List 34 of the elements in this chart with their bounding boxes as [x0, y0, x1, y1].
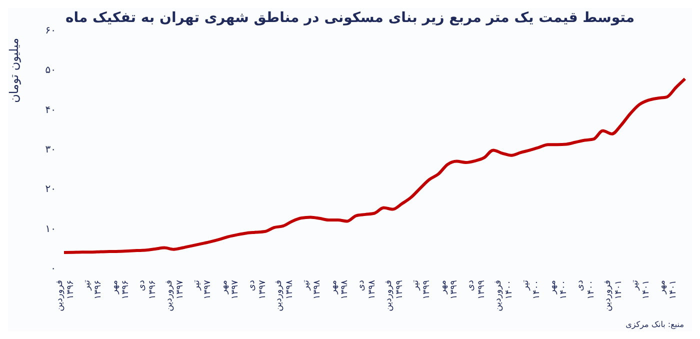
- x-tick-label: مهر ۱۳۹۸: [328, 280, 350, 300]
- y-axis-title: میلیون تومان: [7, 38, 21, 103]
- x-tick-label: مهر ۱۳۹۶: [110, 280, 131, 300]
- x-tick-label: فروردین ۱۳۹۹: [384, 280, 405, 312]
- x-tick-label: دی ۱۳۹۸: [356, 280, 378, 300]
- x-tick-label: فروردین ۱۳۹۸: [274, 280, 296, 312]
- x-tick-label: دی ۱۳۹۶: [137, 280, 158, 300]
- x-tick-label: مهر ۱۴۰۱: [658, 280, 679, 300]
- x-tick-label: فروردین ۱۳۹۷: [164, 280, 186, 312]
- x-tick-label: تیر ۱۳۹۸: [302, 280, 323, 300]
- y-tick-label: ۰: [50, 264, 56, 275]
- x-tick-label: تیر ۱۳۹۶: [82, 280, 104, 300]
- x-tick-label: فروردین ۱۴۰۰: [493, 280, 514, 312]
- x-tick-label: تیر ۱۴۰۰: [520, 280, 542, 300]
- y-tick-label: ۶۰: [45, 26, 56, 37]
- x-tick-label: مهر ۱۳۹۹: [438, 280, 460, 300]
- x-tick-label: مهر ۱۴۰۰: [548, 280, 570, 300]
- x-tick-label: فروردین ۱۴۰۱: [602, 280, 624, 312]
- y-tick-label: ۵۰: [45, 65, 56, 76]
- line-series: [62, 77, 686, 254]
- x-tick-label: دی ۱۴۰۰: [576, 280, 597, 300]
- y-tick-label: ۱۰: [45, 224, 56, 235]
- x-tick-label: دی ۱۳۹۷: [246, 280, 268, 300]
- y-tick-label: ۴۰: [45, 104, 56, 116]
- x-tick-label: مهر ۱۳۹۷: [219, 280, 240, 300]
- y-tick-label: ۳۰: [45, 144, 56, 156]
- y-tick-label: ۲۰: [45, 184, 56, 196]
- x-tick-label: تیر ۱۳۹۹: [411, 280, 432, 300]
- chart-title: متوسط قیمت یک متر مربع زیر بنای مسکونی در مناطق شهری تهران به تفکیک ماه: [64, 10, 636, 26]
- x-tick-label: تیر ۱۳۹۷: [192, 280, 213, 300]
- text: منبع: بانک مرکزی: [626, 320, 684, 329]
- x-tick-label: دی ۱۳۹۹: [466, 280, 487, 300]
- x-tick-label: تیر ۱۴۰۱: [630, 280, 652, 300]
- x-tick-label: فروردین ۱۳۹۶: [55, 280, 76, 312]
